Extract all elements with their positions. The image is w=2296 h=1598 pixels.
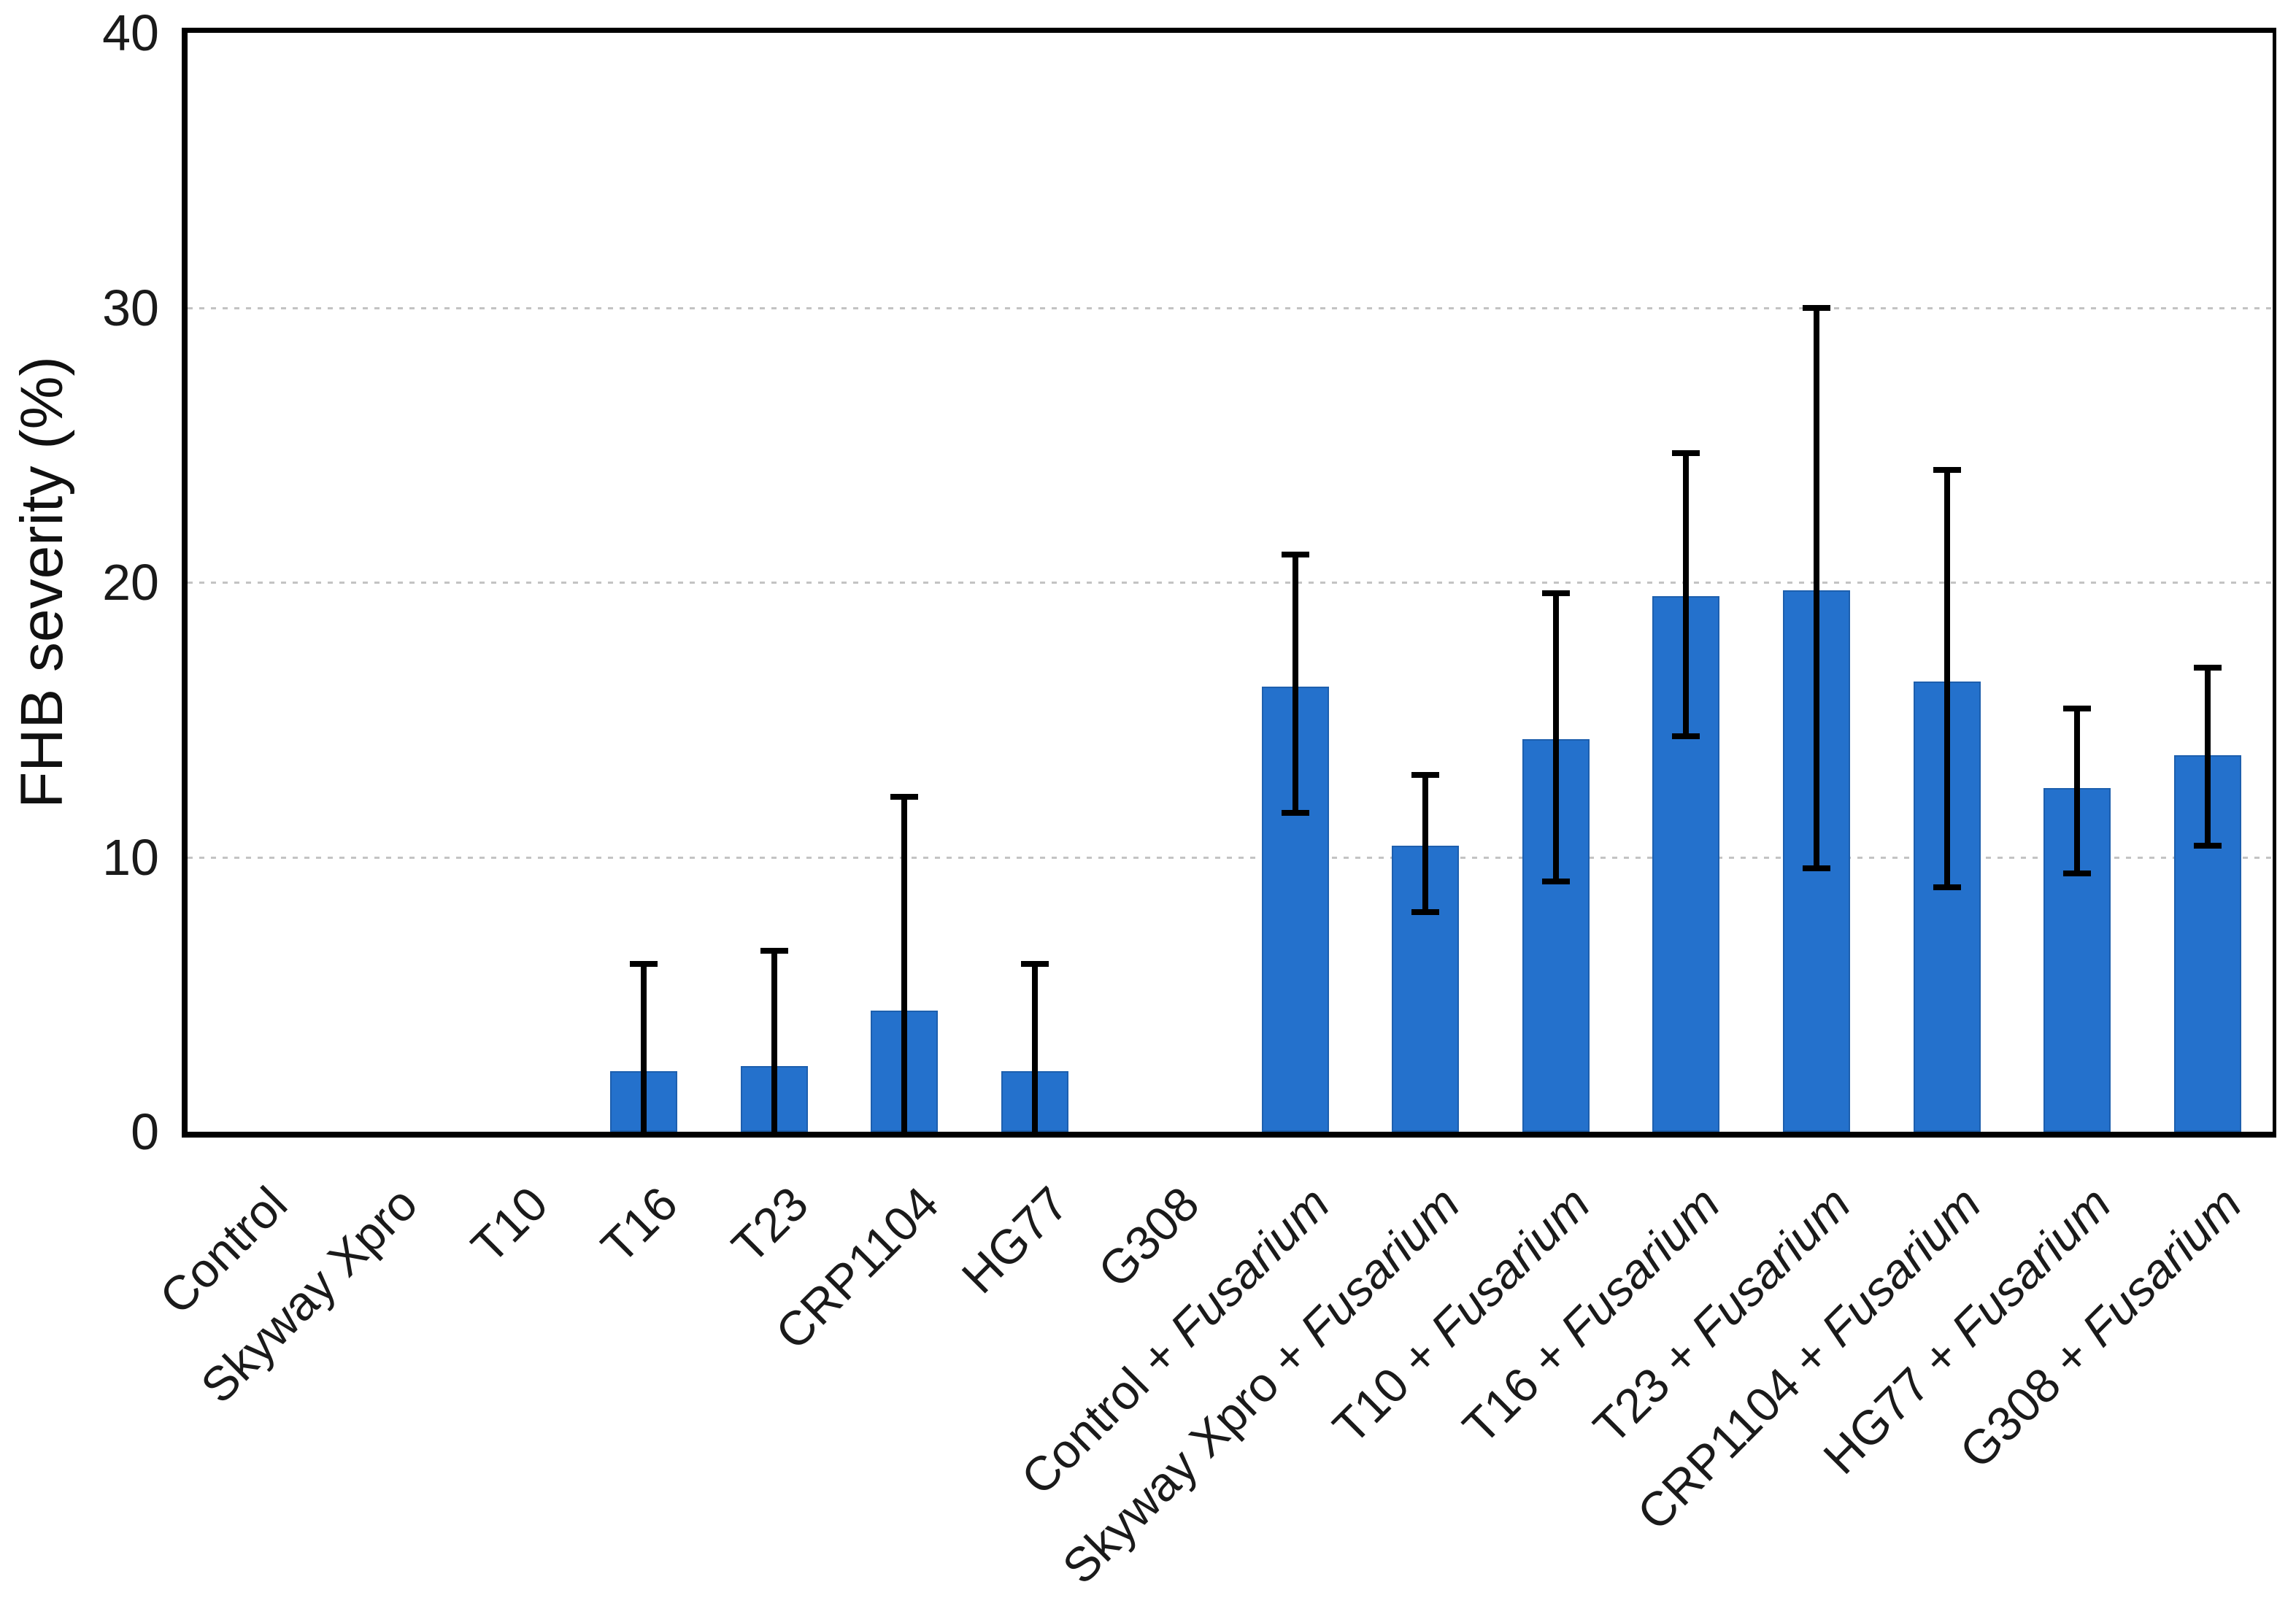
y-tick-label: 0: [131, 1103, 159, 1160]
error-bar-line: [1814, 307, 1820, 868]
error-bar-cap-top: [760, 947, 788, 954]
y-tick-label: 10: [102, 828, 159, 886]
error-bar-cap-bottom: [1281, 810, 1309, 817]
error-bar-cap-top: [2063, 706, 2092, 712]
y-tick-label: 30: [102, 279, 159, 336]
gridline-y20: [188, 582, 2273, 584]
x-tick-label: G308: [1087, 1176, 1209, 1298]
error-bar-cap-top: [1541, 590, 1570, 597]
plot-border-top: [182, 28, 2276, 33]
error-bar-line: [2204, 667, 2211, 846]
error-bar-line: [1683, 453, 1690, 736]
error-bar-cap-bottom: [1672, 733, 1700, 739]
error-bar-line: [771, 950, 777, 1132]
x-tick-label: T16: [590, 1176, 688, 1273]
x-tick-label: T23: [721, 1176, 818, 1273]
error-bar-line: [1031, 964, 1038, 1132]
y-tick-label: 20: [102, 554, 159, 611]
error-bar-line: [640, 964, 647, 1132]
error-bar-cap-top: [2193, 664, 2222, 671]
gridline-y30: [188, 306, 2273, 309]
x-tick-label: T10: [460, 1176, 558, 1273]
error-bar-line: [1552, 593, 1559, 882]
error-bar-cap-top: [1672, 450, 1700, 457]
error-bar-cap-bottom: [1541, 879, 1570, 885]
error-bar-cap-top: [1411, 771, 1440, 778]
error-bar-line: [901, 796, 908, 1132]
bar: [1261, 687, 1329, 1132]
gridline-y10: [188, 856, 2273, 859]
x-axis-line: [182, 1132, 2276, 1138]
error-bar-line: [1292, 555, 1298, 814]
error-bar-cap-bottom: [1803, 865, 1831, 871]
error-bar-cap-bottom: [1933, 884, 1961, 890]
error-bar-cap-top: [629, 961, 658, 968]
error-bar-cap-bottom: [1411, 908, 1440, 915]
error-bar-cap-top: [1933, 466, 1961, 473]
y-tick-label: 40: [102, 4, 159, 61]
error-bar-cap-top: [1281, 552, 1309, 558]
error-bar-cap-top: [1803, 304, 1831, 311]
error-bar-line: [1422, 774, 1429, 912]
error-bar-cap-top: [1020, 961, 1049, 968]
error-bar-cap-bottom: [2193, 843, 2222, 849]
x-tick-label: HG77: [951, 1176, 1079, 1304]
error-bar-line: [2074, 709, 2081, 874]
plot-border-right: [2273, 28, 2276, 1138]
error-bar-line: [1943, 469, 1950, 887]
error-bar-cap-bottom: [2063, 871, 2092, 877]
y-axis-line: [182, 28, 188, 1138]
error-bar-cap-top: [890, 793, 919, 800]
